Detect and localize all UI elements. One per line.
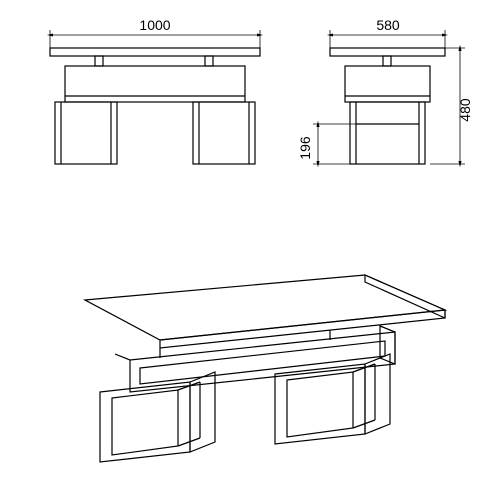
dim-width: 1000 xyxy=(139,17,170,33)
front-view: 1000 xyxy=(50,17,260,164)
dim-height: 480 xyxy=(457,98,473,122)
technical-drawing: 1000 580 xyxy=(0,0,500,500)
dim-shelf-height: 196 xyxy=(297,136,313,160)
side-view: 580 480 196 xyxy=(297,17,473,164)
perspective-view xyxy=(85,275,445,462)
dim-depth: 580 xyxy=(376,17,400,33)
